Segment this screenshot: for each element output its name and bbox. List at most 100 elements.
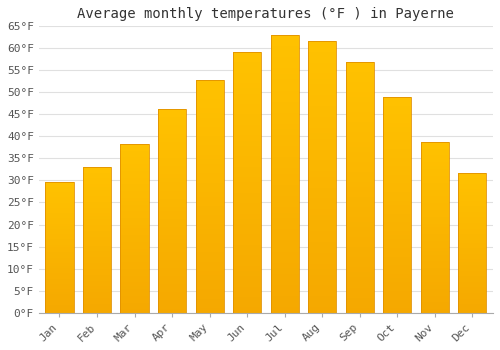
Bar [270,302,299,307]
Bar [83,272,111,275]
Bar [158,211,186,215]
Bar [421,190,449,193]
Bar [233,73,261,78]
Bar [46,187,74,190]
Bar [383,235,412,239]
Bar [120,147,148,150]
Bar [270,68,299,74]
Bar [421,193,449,196]
Bar [158,219,186,223]
Bar [120,306,148,309]
Bar [196,229,224,234]
Bar [458,178,486,181]
Bar [233,68,261,73]
Bar [346,66,374,71]
Bar [196,303,224,308]
Bar [46,289,74,292]
Bar [308,100,336,106]
Bar [46,302,74,305]
Bar [196,234,224,238]
Bar [346,142,374,147]
Bar [270,113,299,118]
Bar [308,177,336,182]
Bar [383,179,412,183]
Bar [458,273,486,276]
Bar [308,63,336,68]
Bar [196,99,224,104]
Bar [196,146,224,150]
Bar [120,211,148,215]
Bar [158,117,186,121]
Bar [120,232,148,235]
Bar [196,220,224,224]
Bar [383,222,412,226]
Bar [158,142,186,146]
Bar [458,262,486,265]
Bar [196,141,224,146]
Bar [308,215,336,220]
Bar [233,307,261,313]
Bar [83,269,111,272]
Bar [196,108,224,113]
Bar [421,200,449,203]
Bar [83,181,111,184]
Bar [308,209,336,215]
Bar [458,217,486,220]
Bar [233,287,261,292]
Bar [383,304,412,308]
Bar [120,275,148,279]
Bar [346,157,374,162]
Bar [383,300,412,304]
Bar [158,260,186,264]
Bar [270,74,299,79]
Bar [383,158,412,162]
Bar [46,218,74,221]
Bar [196,266,224,271]
Bar [270,168,299,174]
Bar [308,204,336,209]
Bar [46,234,74,237]
Bar [270,235,299,240]
Bar [46,208,74,211]
Bar [308,269,336,275]
Bar [233,177,261,182]
Bar [158,174,186,178]
Bar [158,134,186,138]
Bar [46,226,74,229]
Bar [308,133,336,139]
Bar [83,257,111,260]
Bar [270,174,299,180]
Bar [83,301,111,304]
Bar [421,224,449,227]
Bar [458,293,486,296]
Bar [158,280,186,284]
Bar [383,183,412,188]
Bar [158,223,186,227]
Bar [421,169,449,173]
Bar [308,144,336,149]
Bar [83,254,111,257]
Bar [346,293,374,297]
Bar [120,178,148,181]
Bar [46,281,74,284]
Bar [270,240,299,246]
Bar [383,248,412,252]
Bar [83,251,111,254]
Bar [346,172,374,177]
Bar [270,91,299,96]
Bar [346,167,374,172]
Bar [308,247,336,253]
Bar [120,279,148,282]
Bar [158,138,186,142]
Bar [120,188,148,191]
Bar [158,239,186,244]
Bar [270,96,299,102]
Bar [383,166,412,170]
Bar [83,167,111,170]
Bar [308,95,336,100]
Bar [308,84,336,90]
Bar [383,123,412,127]
Bar [421,279,449,282]
Bar [83,219,111,222]
Bar [458,231,486,234]
